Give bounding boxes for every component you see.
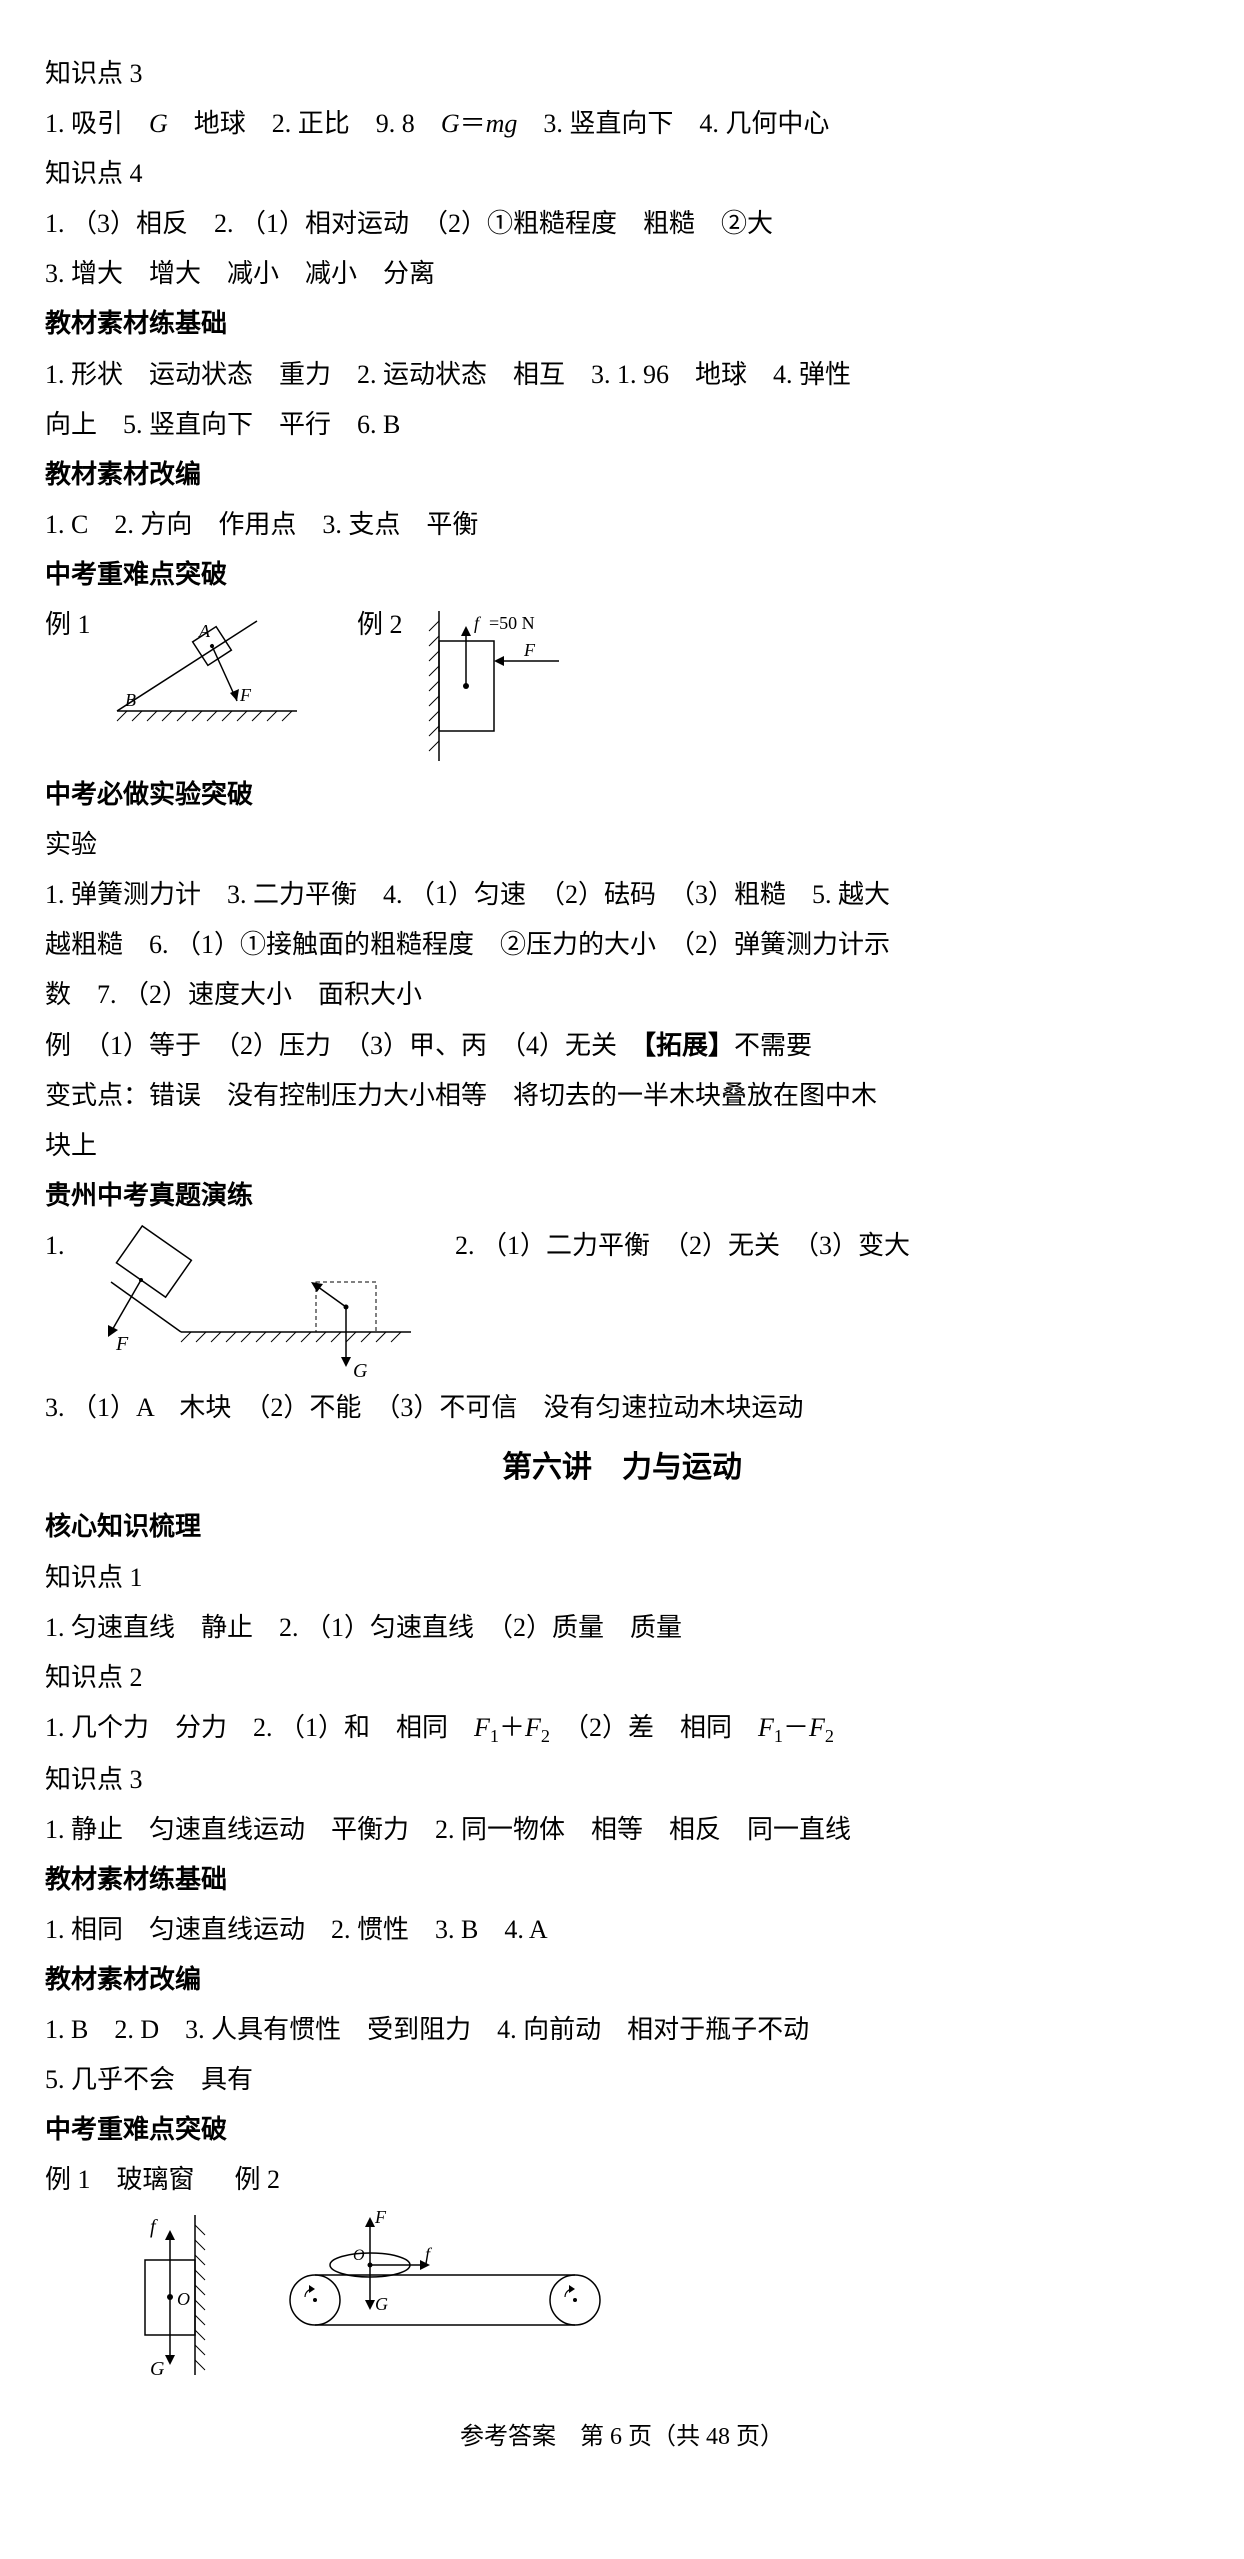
knowledge-point-header: 知识点 2 <box>45 1654 1199 1702</box>
text-line: 块上 <box>45 1122 1199 1170</box>
example-row: 例 1 A <box>45 601 1199 771</box>
text-line: 1. 弹簧测力计 3. 二力平衡 4. （1）匀速 （2）砝码 （3）粗糙 5.… <box>45 871 1199 919</box>
text-line: 1. C 2. 方向 作用点 3. 支点 平衡 <box>45 501 1199 549</box>
section-header: 教材素材改编 <box>45 1956 1199 2004</box>
svg-text:F: F <box>239 685 252 705</box>
diagram-incline: A B F <box>97 601 317 731</box>
sub-header: 实验 <box>45 821 1199 869</box>
text-line: 1. 形状 运动状态 重力 2. 运动状态 相互 3. 1. 96 地球 4. … <box>45 351 1199 399</box>
svg-text:=50 N: =50 N <box>489 613 535 633</box>
section-header: 中考重难点突破 <box>45 2106 1199 2154</box>
knowledge-point-header: 知识点 1 <box>45 1554 1199 1602</box>
svg-text:A: A <box>198 621 211 641</box>
diagram-wall: f =50 N F <box>409 601 609 771</box>
svg-text:G: G <box>150 2358 165 2380</box>
diagram-row-2: f O G F f O G <box>115 2205 1199 2385</box>
svg-text:G: G <box>375 2294 388 2314</box>
svg-text:f: f <box>150 2216 158 2238</box>
page-footer: 参考答案 第 6 页（共 48 页） <box>45 2415 1199 2459</box>
svg-text:F: F <box>374 2207 387 2227</box>
knowledge-point-4-header: 知识点 4 <box>45 150 1199 198</box>
example-row-2: 例 1 玻璃窗 例 2 <box>45 2156 1199 2204</box>
svg-text:F: F <box>523 640 536 660</box>
section-header: 中考重难点突破 <box>45 551 1199 599</box>
text-line: 变式点：错误 没有控制压力大小相等 将切去的一半木块叠放在图中木 <box>45 1072 1199 1120</box>
svg-text:O: O <box>353 2247 365 2264</box>
text-line: 3. （1）A 木块 （2）不能 （3）不可信 没有匀速拉动木块运动 <box>45 1384 1199 1432</box>
text-line: 1. 几个力 分力 2. （1）和 相同 F1＋F2 （2）差 相同 F1－F2 <box>45 1704 1199 1754</box>
section-header: 核心知识梳理 <box>45 1503 1199 1551</box>
example-label: 例 2 <box>235 2165 281 2194</box>
svg-text:O: O <box>177 2289 190 2309</box>
section-header: 教材素材练基础 <box>45 300 1199 348</box>
text-line: 1. 相同 匀速直线运动 2. 惯性 3. B 4. A <box>45 1906 1199 1954</box>
example-label: 例 1 玻璃窗 <box>45 2165 195 2194</box>
svg-text:F: F <box>115 1333 129 1355</box>
text-line: 1. （3）相反 2. （1）相对运动 （2）①粗糙程度 粗糙 ②大 <box>45 200 1199 248</box>
text-line: 向上 5. 竖直向下 平行 6. B <box>45 401 1199 449</box>
section-header: 教材素材练基础 <box>45 1856 1199 1904</box>
svg-text:f: f <box>474 613 482 633</box>
knowledge-point-3-header: 知识点 3 <box>45 50 1199 98</box>
text-line: 1. 静止 匀速直线运动 平衡力 2. 同一物体 相等 相反 同一直线 <box>45 1806 1199 1854</box>
section-header: 中考必做实验突破 <box>45 771 1199 819</box>
text-line: 5. 几乎不会 具有 <box>45 2056 1199 2104</box>
example-label: 例 1 <box>45 610 91 639</box>
text-line: 1. 匀速直线 静止 2. （1）匀速直线 （2）质量 质量 <box>45 1604 1199 1652</box>
diagram-conveyor: F f O G <box>275 2205 635 2355</box>
chapter-title: 第六讲 力与运动 <box>45 1440 1199 1496</box>
text-line: 越粗糙 6. （1）①接触面的粗糙程度 ②压力的大小 （2）弹簧测力计示 <box>45 921 1199 969</box>
section-header: 教材素材改编 <box>45 451 1199 499</box>
diagram-line: 1. <box>45 1222 1199 1382</box>
text-line: 例 （1）等于 （2）压力 （3）甲、丙 （4）无关 【拓展】不需要 <box>45 1022 1199 1070</box>
diagram-wall-block: f O G <box>115 2205 235 2385</box>
svg-text:B: B <box>125 690 136 710</box>
knowledge-point-header: 知识点 3 <box>45 1756 1199 1804</box>
text-line: 1. 吸引 G 地球 2. 正比 9. 8 G＝mg 3. 竖直向下 4. 几何… <box>45 100 1199 148</box>
text-line: 数 7. （2）速度大小 面积大小 <box>45 971 1199 1019</box>
text-line: 1. B 2. D 3. 人具有惯性 受到阻力 4. 向前动 相对于瓶子不动 <box>45 2006 1199 2054</box>
example-label: 例 2 <box>357 610 403 639</box>
diagram-blocks: F G <box>71 1222 431 1382</box>
svg-text:f: f <box>425 2244 433 2264</box>
svg-text:G: G <box>353 1360 368 1382</box>
text-line: 3. 增大 增大 减小 减小 分离 <box>45 250 1199 298</box>
section-header: 贵州中考真题演练 <box>45 1172 1199 1220</box>
